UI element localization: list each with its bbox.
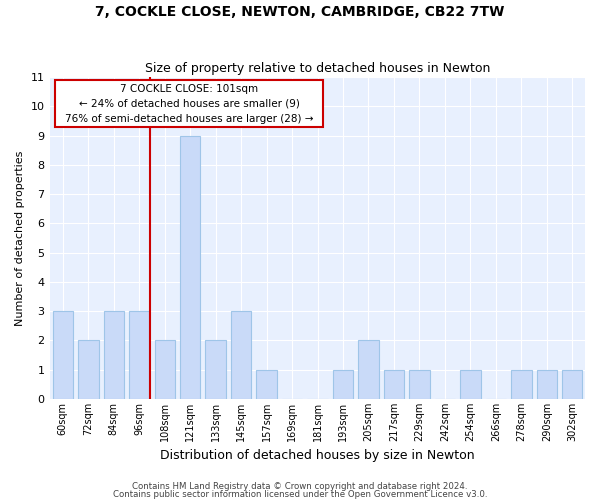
Bar — [53, 311, 73, 399]
Bar — [180, 136, 200, 399]
Text: Contains HM Land Registry data © Crown copyright and database right 2024.: Contains HM Land Registry data © Crown c… — [132, 482, 468, 491]
Bar — [205, 340, 226, 399]
Bar — [256, 370, 277, 399]
Bar — [358, 340, 379, 399]
Bar — [129, 311, 149, 399]
Bar — [333, 370, 353, 399]
Text: 7, COCKLE CLOSE, NEWTON, CAMBRIDGE, CB22 7TW: 7, COCKLE CLOSE, NEWTON, CAMBRIDGE, CB22… — [95, 5, 505, 19]
Bar — [231, 311, 251, 399]
Bar — [78, 340, 98, 399]
Bar — [460, 370, 481, 399]
Bar — [155, 340, 175, 399]
Bar — [536, 370, 557, 399]
Title: Size of property relative to detached houses in Newton: Size of property relative to detached ho… — [145, 62, 490, 74]
Bar — [511, 370, 532, 399]
Text: ← 24% of detached houses are smaller (9): ← 24% of detached houses are smaller (9) — [79, 98, 299, 108]
Bar — [409, 370, 430, 399]
Text: Contains public sector information licensed under the Open Government Licence v3: Contains public sector information licen… — [113, 490, 487, 499]
Text: 76% of semi-detached houses are larger (28) →: 76% of semi-detached houses are larger (… — [65, 114, 313, 124]
Text: 7 COCKLE CLOSE: 101sqm: 7 COCKLE CLOSE: 101sqm — [120, 84, 258, 94]
FancyBboxPatch shape — [55, 80, 323, 127]
X-axis label: Distribution of detached houses by size in Newton: Distribution of detached houses by size … — [160, 450, 475, 462]
Y-axis label: Number of detached properties: Number of detached properties — [15, 150, 25, 326]
Bar — [562, 370, 583, 399]
Bar — [104, 311, 124, 399]
Bar — [384, 370, 404, 399]
